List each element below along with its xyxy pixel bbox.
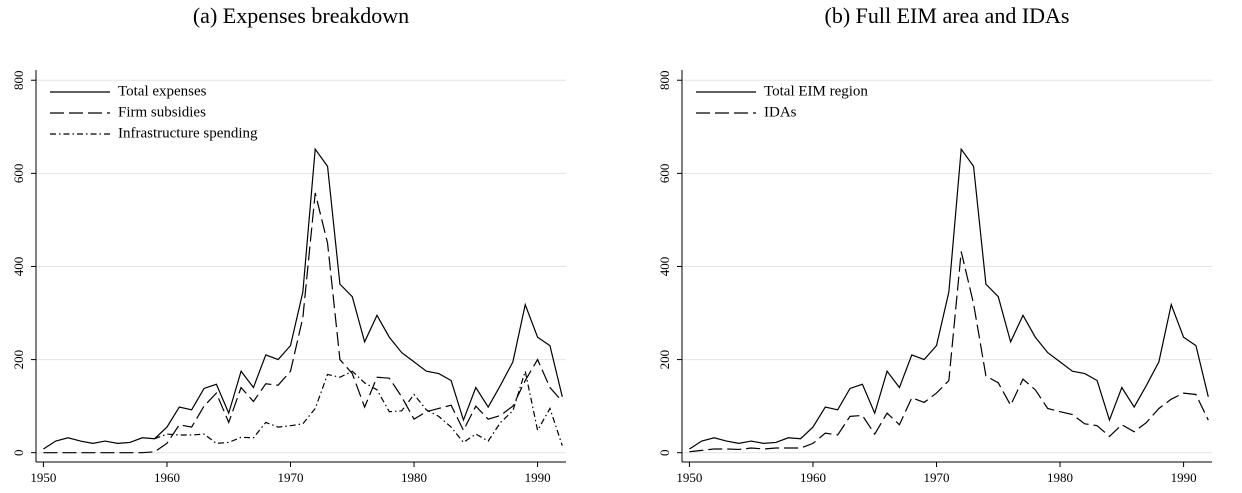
x-tick-label: 1970 bbox=[277, 470, 303, 485]
legend-label: IDAs bbox=[764, 104, 797, 120]
x-tick-label: 1980 bbox=[1047, 470, 1073, 485]
x-tick-label: 1990 bbox=[525, 470, 551, 485]
x-tick-label: 1960 bbox=[800, 470, 826, 485]
chart-title: (a) Expenses breakdown bbox=[193, 3, 409, 28]
x-tick-label: 1970 bbox=[923, 470, 949, 485]
y-tick-label: 0 bbox=[11, 449, 26, 456]
y-tick-label: 600 bbox=[11, 164, 26, 184]
y-tick-label: 600 bbox=[657, 164, 672, 184]
x-tick-label: 1980 bbox=[401, 470, 427, 485]
legend-label: Firm subsidies bbox=[118, 104, 206, 120]
line-series bbox=[43, 147, 563, 450]
y-tick-label: 200 bbox=[11, 350, 26, 370]
x-tick-label: 1950 bbox=[676, 470, 702, 485]
chart-title: (b) Full EIM area and IDAs bbox=[825, 3, 1070, 28]
y-tick-label: 800 bbox=[657, 70, 672, 90]
line-series bbox=[689, 251, 1209, 453]
line-series bbox=[154, 368, 563, 446]
y-tick-label: 800 bbox=[11, 70, 26, 90]
legend-label: Total EIM region bbox=[764, 83, 868, 99]
x-tick-label: 1950 bbox=[30, 470, 56, 485]
y-tick-label: 0 bbox=[657, 449, 672, 456]
x-tick-label: 1990 bbox=[1171, 470, 1197, 485]
y-tick-label: 400 bbox=[11, 257, 26, 277]
y-tick-label: 400 bbox=[657, 257, 672, 277]
line-series bbox=[43, 192, 563, 454]
x-tick-label: 1960 bbox=[154, 470, 180, 485]
legend-label: Total expenses bbox=[118, 83, 207, 99]
legend-label: Infrastructure spending bbox=[118, 125, 258, 141]
line-series bbox=[689, 147, 1209, 450]
y-tick-label: 200 bbox=[657, 350, 672, 370]
